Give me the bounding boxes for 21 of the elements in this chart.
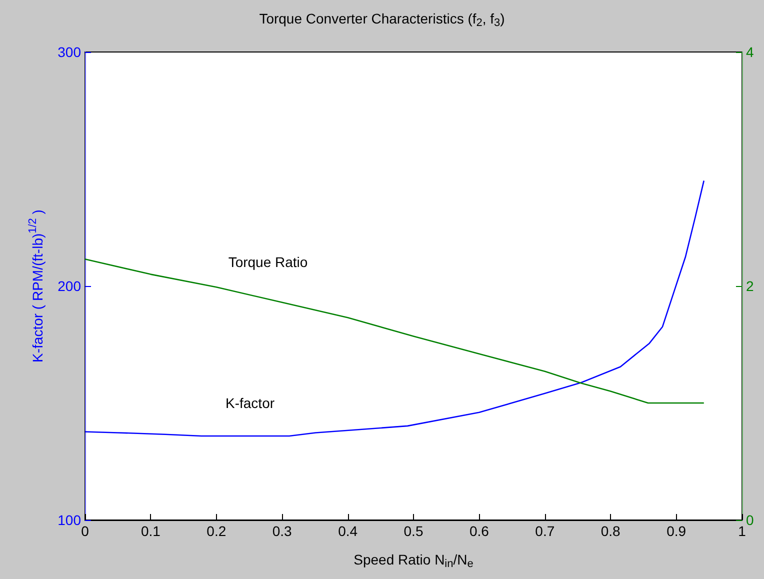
y2-tick-label: 0 (746, 512, 754, 528)
y-tick-label: 200 (58, 278, 82, 294)
y-tick-label: 100 (58, 512, 82, 528)
x-tick-label: 1 (738, 523, 746, 539)
x-tick-label: 0.6 (469, 523, 490, 539)
x-tick-label: 0.8 (600, 523, 621, 539)
y-axis-title: K-factor ( RPM/(ft-lb)1/2 ) (27, 210, 46, 362)
x-tick-label: 0.3 (272, 523, 292, 539)
y2-tick-label: 4 (746, 44, 754, 60)
x-tick-label: 0.4 (338, 523, 358, 539)
x-tick-label: 0.9 (666, 523, 686, 539)
y2-tick-label: 2 (746, 278, 754, 294)
x-tick-label: 0.2 (206, 523, 226, 539)
x-tick-label: 0.5 (404, 523, 424, 539)
annotation: Torque Ratio (228, 254, 308, 270)
x-tick-label: 0.7 (535, 523, 555, 539)
line-series (84, 180, 705, 437)
y-tick-label: 300 (58, 44, 82, 60)
annotation: K-factor (225, 395, 275, 411)
x-tick-label: 0 (81, 523, 90, 539)
x-tick-label: 0.1 (140, 523, 161, 539)
